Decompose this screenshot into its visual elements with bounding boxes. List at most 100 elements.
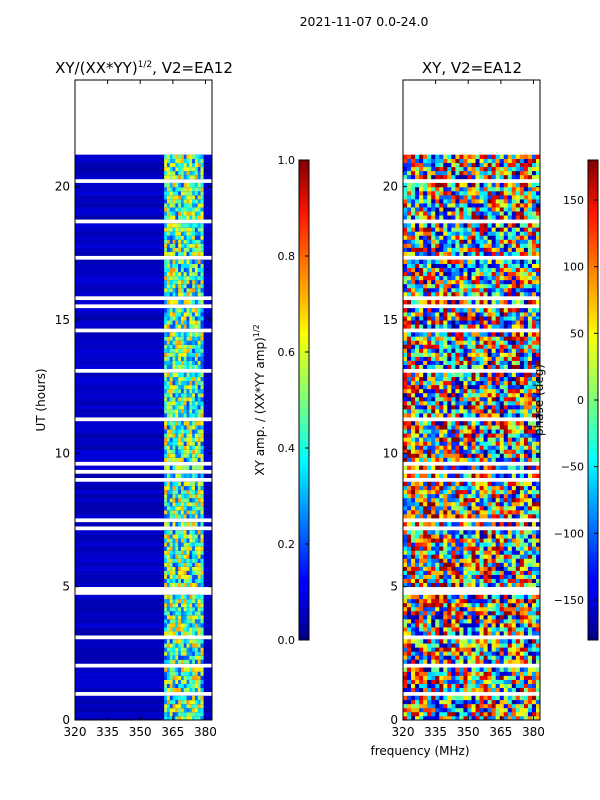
phase-heat-cell xyxy=(403,514,408,519)
amplitude-heat-cell xyxy=(178,158,182,164)
phase-heat-cell xyxy=(483,409,488,414)
phase-heat-cell xyxy=(427,287,432,293)
amplitude-heat-cell xyxy=(194,405,199,410)
amplitude-heat-cell xyxy=(178,271,182,277)
phase-heat-cell xyxy=(531,558,537,563)
phase-heat-cell xyxy=(483,562,488,567)
phase-heat-cell xyxy=(479,324,484,329)
phase-heat-cell xyxy=(451,445,456,450)
amplitude-heat-cell xyxy=(194,522,199,527)
amplitude-heat-row xyxy=(75,421,212,426)
phase-heat-cell xyxy=(419,594,424,600)
amplitude-heat-cell xyxy=(189,647,193,652)
amplitude-heat-cell xyxy=(180,332,185,337)
phase-heat-cell xyxy=(467,320,472,325)
phase-heat-cell xyxy=(459,457,464,462)
phase-heat-cell xyxy=(495,703,501,709)
amplitude-heat-cell xyxy=(166,376,171,382)
amplitude-heat-cell xyxy=(166,655,171,660)
amplitude-heat-cell xyxy=(169,372,173,378)
phase-heat-cell xyxy=(511,497,517,503)
phase-heat-cell xyxy=(519,485,525,491)
phase-heat-cell xyxy=(403,679,408,684)
phase-heat-cell xyxy=(507,631,513,636)
amplitude-heat-cell xyxy=(169,558,173,563)
amplitude-heat-cell xyxy=(172,687,176,693)
amplitude-heat-cell xyxy=(169,324,173,329)
amplitude-heat-cell xyxy=(194,574,199,579)
amplitude-heat-cell xyxy=(164,199,168,204)
amplitude-heat-cell xyxy=(183,166,187,172)
phase-heat-cell xyxy=(527,703,533,709)
phase-heat-cell xyxy=(435,429,440,434)
phase-heat-cell xyxy=(487,380,492,386)
amplitude-heat-cell xyxy=(192,320,196,325)
phase-heat-cell xyxy=(491,566,496,571)
phase-heat-cell xyxy=(415,687,420,693)
amplitude-heat-cell xyxy=(194,582,199,588)
phase-heat-cell xyxy=(439,465,444,470)
phase-heat-cell xyxy=(495,324,501,329)
phase-heat-cell xyxy=(403,627,408,632)
amplitude-heat-cell xyxy=(164,522,168,527)
phase-heat-cell xyxy=(431,582,436,588)
amplitude-heat-cell xyxy=(194,667,199,672)
amplitude-heat-cell xyxy=(175,376,179,382)
phase-heat-cell xyxy=(471,336,476,341)
phase-heat-cell xyxy=(459,287,464,293)
amplitude-heat-cell xyxy=(166,546,171,551)
phase-heat-cell xyxy=(451,594,456,600)
amplitude-heat-cell xyxy=(166,211,171,216)
amplitude-heat-cell xyxy=(200,433,204,438)
amplitude-heat-cell xyxy=(192,679,196,684)
phase-heat-cell xyxy=(447,707,452,713)
phase-heat-cell xyxy=(407,425,412,430)
phase-heat-cell xyxy=(519,514,525,519)
amplitude-heat-cell xyxy=(197,324,201,329)
amplitude-heat-cell xyxy=(175,227,179,232)
phase-heat-cell xyxy=(475,316,480,321)
phase-heat-cell xyxy=(419,392,424,398)
amplitude-heat-cell xyxy=(186,485,190,491)
amplitude-heat-cell xyxy=(166,651,171,656)
amplitude-heat-cell xyxy=(197,623,201,628)
phase-heat-cell xyxy=(471,578,476,584)
phase-heat-cell xyxy=(495,631,501,636)
phase-heat-cell xyxy=(507,445,513,450)
amplitude-heat-cell xyxy=(172,594,176,600)
amplitude-heat-cell xyxy=(178,703,182,709)
phase-heat-cell xyxy=(455,344,460,349)
phase-heat-cell xyxy=(459,324,464,329)
amplitude-heat-cell xyxy=(200,582,204,588)
amplitude-heat-cell xyxy=(175,643,179,648)
amplitude-heat-cell xyxy=(166,481,171,487)
amplitude-heat-cell xyxy=(178,562,182,567)
amplitude-heat-cell xyxy=(197,271,201,277)
amplitude-heat-cell xyxy=(183,344,187,349)
phase-heat-cell xyxy=(459,344,464,349)
amplitude-heat-cell xyxy=(164,695,168,701)
phase-heat-cell xyxy=(503,340,509,345)
phase-heat-cell xyxy=(407,380,412,386)
amplitude-heat-cell xyxy=(175,707,179,713)
amplitude-heat-cell xyxy=(169,191,173,196)
phase-heat-cell xyxy=(459,485,464,491)
amplitude-heat-cell xyxy=(164,449,168,454)
phase-heat-cell xyxy=(427,312,432,317)
phase-heat-cell xyxy=(511,453,517,458)
amplitude-heat-row xyxy=(75,558,212,563)
amplitude-heat-cell xyxy=(194,699,199,705)
phase-heat-cell xyxy=(491,392,496,398)
amplitude-ytick-label: 15 xyxy=(55,313,70,327)
phase-heat-cell xyxy=(411,340,416,345)
amplitude-heat-cell xyxy=(183,336,187,341)
phase-heat-cell xyxy=(483,711,488,717)
phase-heat-cell xyxy=(455,651,460,656)
amplitude-heat-cell xyxy=(192,473,196,479)
phase-heat-cell xyxy=(499,610,505,616)
phase-heat-cell xyxy=(527,473,533,479)
amplitude-heat-row xyxy=(75,445,212,450)
phase-heat-cell xyxy=(451,530,456,535)
phase-heat-cell xyxy=(435,352,440,357)
amplitude-heat-cell xyxy=(197,340,201,345)
